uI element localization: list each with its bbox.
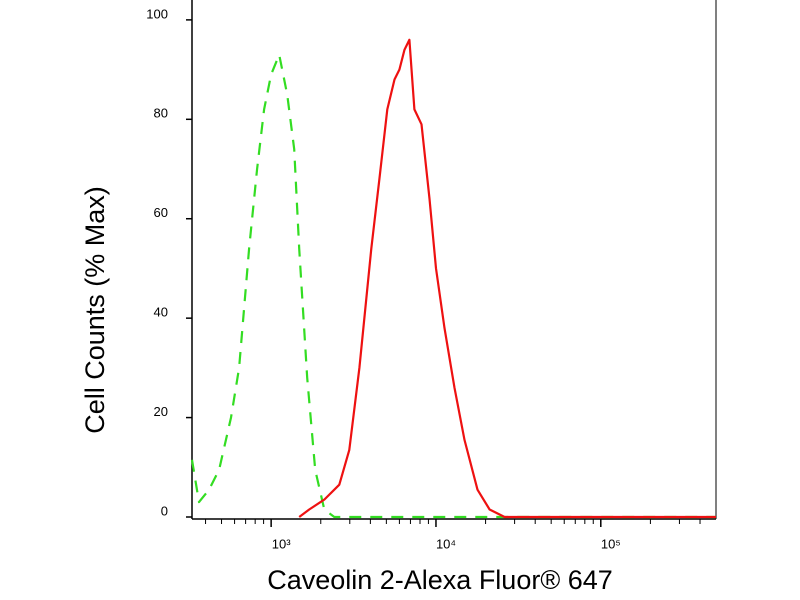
y-tick-label: 80 <box>154 106 168 121</box>
y-tick-label: 20 <box>154 404 168 419</box>
x-axis-label: Caveolin 2-Alexa Fluor® 647 <box>267 565 613 595</box>
series-line <box>190 53 716 519</box>
x-tick-label: 10⁵ <box>601 536 621 551</box>
series-line <box>298 38 716 519</box>
y-axis-label: Cell Counts (% Max) <box>80 186 110 434</box>
x-tick-label: 10⁴ <box>436 536 456 551</box>
y-tick-label: 100 <box>146 6 168 21</box>
y-tick-label: 0 <box>161 503 168 518</box>
y-tick-label: 60 <box>154 205 168 220</box>
x-tick-label: 10³ <box>272 536 291 551</box>
y-tick-label: 40 <box>154 305 168 320</box>
